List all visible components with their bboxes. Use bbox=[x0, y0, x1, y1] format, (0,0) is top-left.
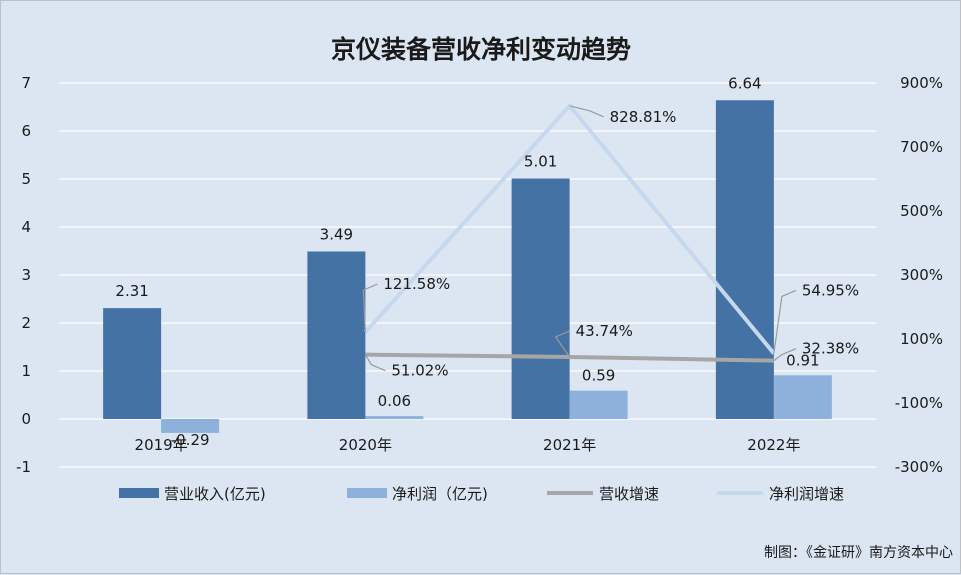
revenue-bar bbox=[103, 308, 162, 419]
left-tick-label: -1 bbox=[16, 458, 31, 476]
left-axis-ticks: -1 0 1 2 3 4 5 6 7 bbox=[16, 74, 31, 476]
legend-label: 净利润（亿元) bbox=[392, 485, 488, 503]
leader-line bbox=[364, 354, 386, 372]
credit-text: 制图：《金证研》南方资本中心 bbox=[764, 545, 953, 561]
profit-bar bbox=[569, 390, 628, 419]
right-axis-ticks: -300% -100% 100% 300% 500% 700% 900% bbox=[895, 74, 943, 476]
category-label: 2022年 bbox=[747, 436, 800, 454]
right-tick-label: 700% bbox=[900, 138, 943, 156]
left-tick-label: 1 bbox=[21, 362, 31, 380]
profit-growth-label: 121.58% bbox=[383, 275, 450, 293]
leader-line bbox=[362, 283, 378, 333]
legend-swatch bbox=[347, 488, 387, 498]
right-tick-label: -100% bbox=[895, 394, 943, 412]
profit-bar bbox=[365, 416, 424, 419]
right-tick-label: 100% bbox=[900, 330, 943, 348]
leader-line bbox=[773, 348, 797, 362]
right-tick-label: 500% bbox=[900, 202, 943, 220]
left-tick-label: 7 bbox=[21, 74, 31, 92]
category-label: 2019年 bbox=[135, 436, 188, 454]
profit-bar bbox=[161, 419, 220, 433]
left-tick-label: 6 bbox=[21, 122, 31, 140]
right-tick-label: 900% bbox=[900, 74, 943, 92]
profit-bar-label: 0.06 bbox=[378, 392, 411, 410]
left-tick-label: 2 bbox=[21, 314, 31, 332]
profit-bar bbox=[773, 375, 832, 419]
leader-line bbox=[554, 330, 571, 358]
left-tick-label: 4 bbox=[21, 218, 31, 236]
leader-line bbox=[773, 289, 797, 354]
legend-swatch bbox=[119, 488, 159, 498]
left-tick-label: 5 bbox=[21, 170, 31, 188]
revenue-bar-label: 2.31 bbox=[115, 282, 148, 300]
revenue-bar-label: 5.01 bbox=[524, 153, 557, 171]
bars bbox=[103, 100, 832, 433]
revenue-growth-label: 32.38% bbox=[802, 340, 859, 358]
data-labels: 2.31 -0.29 3.49 0.06 5.01 0.59 6.64 0.91 51.02% 4… bbox=[115, 74, 859, 449]
revenue-bar-label: 3.49 bbox=[320, 225, 353, 243]
revenue-bar-label: 6.64 bbox=[728, 74, 761, 92]
chart-title: 京仪装备营收净利变动趋势 bbox=[331, 35, 631, 64]
category-label: 2021年 bbox=[543, 436, 596, 454]
left-tick-label: 0 bbox=[21, 410, 31, 428]
revenue-growth-label: 43.74% bbox=[576, 322, 633, 340]
legend: 营业收入(亿元) 净利润（亿元) 营收增速 净利润增速 bbox=[119, 485, 844, 503]
legend-label: 净利润增速 bbox=[769, 485, 844, 503]
right-tick-label: 300% bbox=[900, 266, 943, 284]
revenue-bar bbox=[307, 251, 366, 419]
legend-label: 营业收入(亿元) bbox=[164, 485, 266, 503]
profit-growth-label: 54.95% bbox=[802, 281, 859, 299]
profit-bar-label: 0.91 bbox=[786, 351, 819, 369]
left-tick-label: 3 bbox=[21, 266, 31, 284]
profit-growth-label: 828.81% bbox=[610, 108, 677, 126]
legend-label: 营收增速 bbox=[599, 485, 659, 503]
revenue-growth-label: 51.02% bbox=[391, 362, 448, 380]
leader-lines bbox=[362, 105, 797, 372]
profit-bar-label: 0.59 bbox=[582, 367, 615, 385]
category-label: 2020年 bbox=[339, 436, 392, 454]
revenue-bar bbox=[511, 178, 570, 419]
revenue-bar bbox=[715, 100, 774, 419]
profit-bar-label: -0.29 bbox=[171, 431, 210, 449]
right-tick-label: -300% bbox=[895, 458, 943, 476]
category-labels: 2019年 2020年 2021年 2022年 bbox=[135, 436, 801, 454]
leader-line bbox=[569, 105, 604, 118]
